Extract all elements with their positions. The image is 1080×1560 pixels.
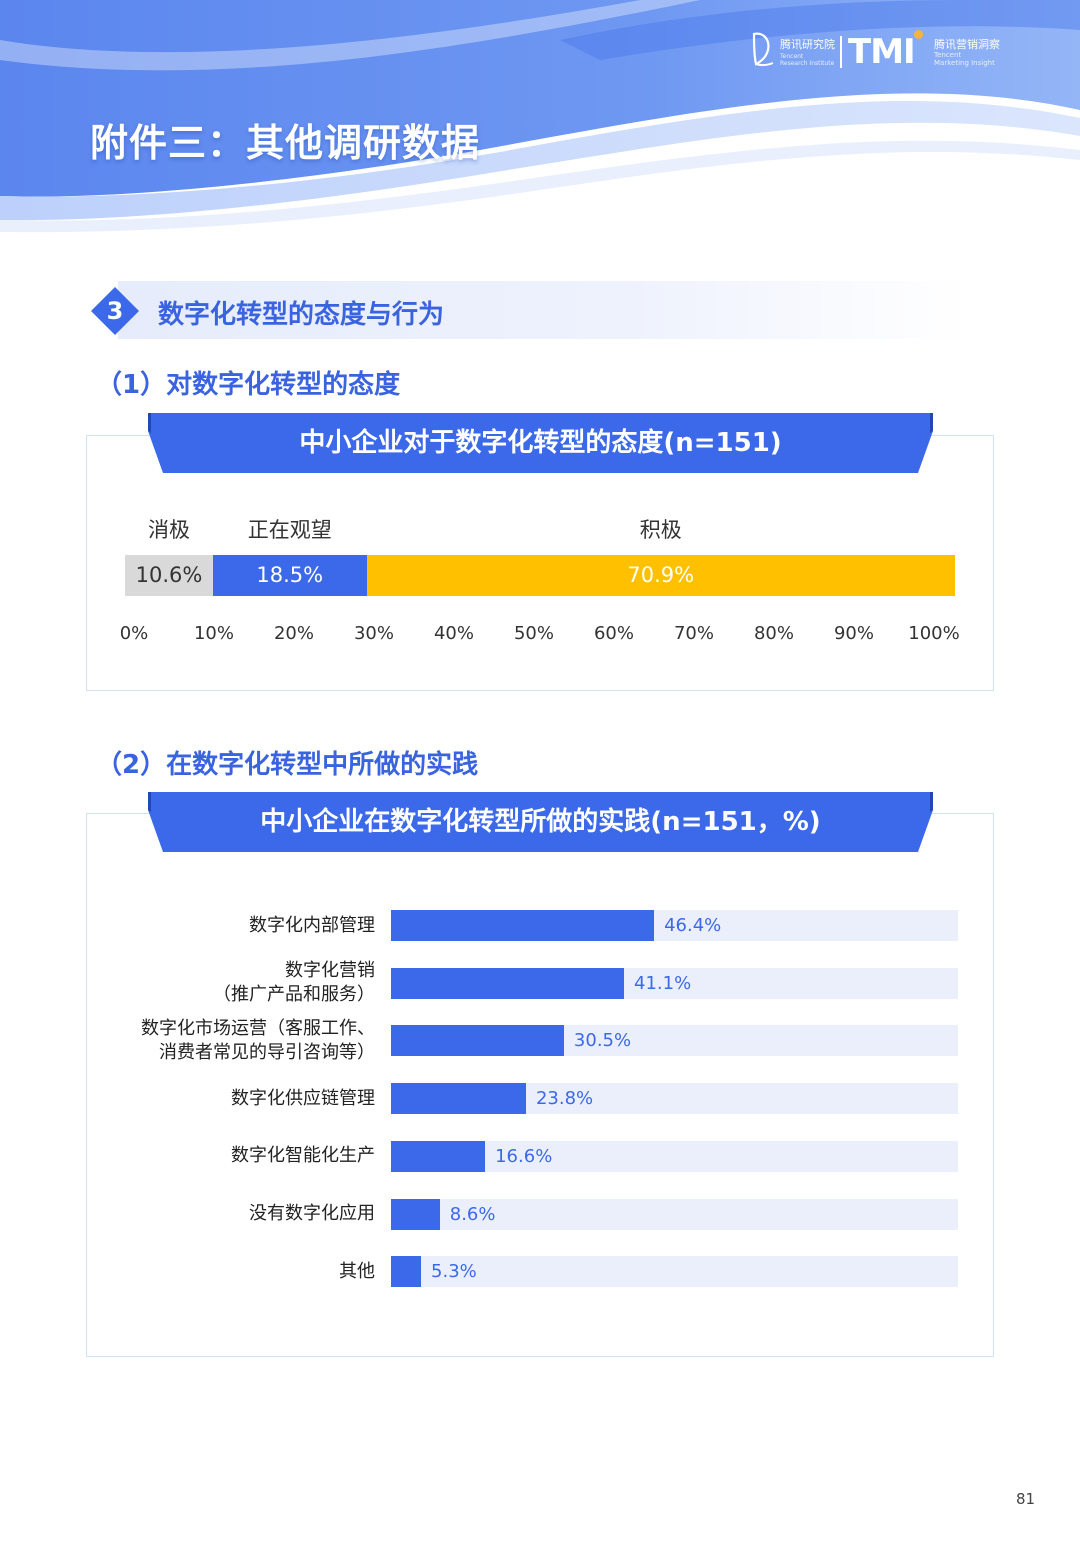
attitude-x-tick-label: 70% — [673, 623, 714, 644]
tencent-research-name-en-line2: Research Institute — [780, 60, 835, 67]
page-header: 附件三：其他调研数据 腾讯研究院 Tencent Research Instit… — [0, 0, 1080, 240]
brand-logos: 腾讯研究院 Tencent Research Institute TMI 腾讯营… — [748, 30, 1008, 74]
practice-category-label-line: 数字化智能化生产 — [231, 1145, 375, 1167]
practice-value-label: 8.6% — [449, 1203, 496, 1225]
practice-value-label: 16.6% — [495, 1145, 553, 1167]
tmi-name-en: Tencent Marketing Insight — [934, 51, 995, 67]
attitude-x-tick-label: 100% — [908, 623, 960, 644]
tmi-name-en-line2: Marketing Insight — [934, 59, 995, 67]
practice-bar-track — [391, 1140, 958, 1172]
tencent-research-name-en: Tencent Research Institute — [780, 53, 834, 67]
practice-category-label: 没有数字化应用 — [249, 1202, 375, 1226]
practice-category-label-line: 数字化供应链管理 — [231, 1087, 375, 1109]
practice-value-label: 46.4% — [664, 915, 722, 936]
attitude-chart-banner: 中小企业对于数字化转型的态度(n=151) — [148, 413, 933, 473]
section-title: 数字化转型的态度与行为 — [158, 300, 445, 330]
tencent-research-logo-icon — [752, 32, 774, 67]
practice-bar — [391, 910, 655, 941]
practice-category-label-line: 其他 — [339, 1260, 375, 1282]
practice-category-label: 其他 — [339, 1260, 375, 1284]
logo-divider — [840, 36, 842, 68]
practice-category-label: 数字化营销 （推广产品和服务） — [213, 959, 375, 1007]
attitude-category-label: 正在观望 — [247, 518, 332, 542]
tmi-name: 腾讯营销洞察 — [934, 38, 1000, 51]
practice-value-label: 41.1% — [634, 972, 692, 994]
attitude-x-tick-label: 0% — [119, 623, 149, 644]
attitude-x-tick-label: 90% — [833, 623, 874, 644]
section-heading-band — [118, 281, 968, 339]
practice-bar-track — [391, 1198, 958, 1230]
section-number: 3 — [106, 297, 124, 325]
practice-bar — [391, 1256, 422, 1288]
practice-category-label: 数字化市场运营（客服工作、 消费者常见的导引咨询等） — [141, 1017, 375, 1065]
subsection-title-practice: （2）在数字化转型中所做的实践 — [96, 750, 479, 780]
attitude-x-tick-label: 40% — [433, 623, 474, 644]
tencent-research-name-en-line1: Tencent — [780, 53, 804, 60]
practice-category-label-line: 没有数字化应用 — [249, 1203, 375, 1224]
attitude-chart-title: 中小企业对于数字化转型的态度(n=151) — [299, 428, 782, 458]
attitude-segment-3: 70.9% — [366, 555, 955, 596]
tmi-logo-dot-icon — [914, 30, 923, 39]
tencent-research-name: 腾讯研究院 — [780, 38, 835, 51]
practice-category-label-line: 消费者常见的导引咨询等） — [159, 1041, 375, 1063]
attitude-x-tick-label: 20% — [273, 623, 314, 644]
practice-category-label-line: 数字化营销 — [285, 960, 375, 982]
practice-category-label: 数字化内部管理 — [249, 914, 375, 938]
practice-category-label-line: （推广产品和服务） — [213, 984, 375, 1006]
practice-bar — [391, 1140, 486, 1172]
page-number: 81 — [1016, 1490, 1036, 1508]
attitude-x-tick-label: 80% — [753, 623, 794, 644]
attitude-x-tick-label: 60% — [593, 623, 634, 644]
practice-category-label-line: 数字化市场运营（客服工作、 — [141, 1017, 375, 1039]
attitude-x-tick-label: 10% — [193, 623, 234, 644]
attitude-x-tick-label: 30% — [353, 623, 394, 644]
tmi-name-en-line1: Tencent — [934, 51, 962, 59]
practice-category-label: 数字化供应链管理 — [231, 1087, 375, 1111]
header-wave-background — [0, 0, 1080, 233]
attitude-segment-1: 10.6% — [125, 555, 213, 596]
practice-bar — [391, 967, 625, 999]
practice-category-label: 数字化智能化生产 — [231, 1144, 375, 1168]
practice-bar — [391, 1025, 564, 1057]
practice-bar — [391, 1083, 526, 1115]
attitude-segment-2: 18.5% — [212, 555, 367, 596]
attitude-category-label: 积极 — [639, 518, 682, 542]
attitude-x-tick-label: 50% — [513, 623, 554, 644]
practice-category-label-line: 数字化内部管理 — [249, 914, 375, 936]
section-number-diamond-icon — [91, 287, 139, 335]
practice-bar-track — [391, 1256, 958, 1288]
practice-bar — [391, 1198, 440, 1230]
attitude-category-label: 消极 — [147, 518, 190, 542]
practice-chart-title: 中小企业在数字化转型所做的实践(n=151，%) — [260, 807, 821, 837]
attitude-banner-shape — [148, 413, 933, 473]
practice-banner-shape — [148, 792, 933, 852]
tmi-logo: TMI — [848, 32, 916, 72]
page-title: 附件三：其他调研数据 — [90, 121, 481, 165]
practice-chart-banner: 中小企业在数字化转型所做的实践(n=151，%) — [148, 792, 933, 852]
practice-value-label: 23.8% — [535, 1088, 594, 1110]
practice-value-label: 5.3% — [431, 1261, 477, 1283]
subsection-title-attitude: （1）对数字化转型的态度 — [96, 370, 401, 400]
practice-value-label: 30.5% — [573, 1030, 632, 1052]
